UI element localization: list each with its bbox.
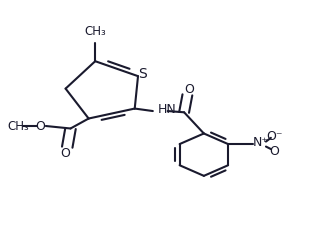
Text: HN: HN [158, 103, 177, 116]
Text: O: O [35, 119, 45, 133]
Text: O: O [269, 145, 279, 158]
Text: CH₃: CH₃ [84, 24, 106, 38]
Text: O⁻: O⁻ [266, 130, 283, 143]
Text: N⁺: N⁺ [253, 136, 269, 149]
Text: CH₃: CH₃ [7, 119, 29, 133]
Text: O: O [61, 147, 70, 160]
Text: O: O [184, 83, 194, 96]
Text: S: S [138, 67, 147, 81]
